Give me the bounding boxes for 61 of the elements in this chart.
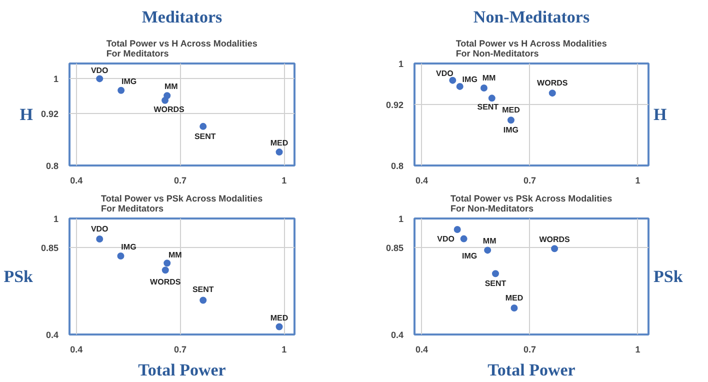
annotation: IMG [462, 74, 478, 84]
annotation: MM [482, 236, 497, 246]
annotation: MM [482, 73, 496, 82]
annotation: MED [270, 138, 288, 148]
x-tick-label: 0.7 [174, 176, 187, 186]
annotation: VDO [436, 68, 454, 78]
x-tick-label: 1 [635, 344, 640, 354]
annotation: MM [164, 82, 178, 92]
y-tick-label: 1 [398, 214, 404, 224]
x-axis-title: Total Power [138, 360, 226, 380]
annotation: MED [502, 106, 520, 115]
annotation: VDO [90, 66, 108, 76]
x-tick-label: 0.4 [70, 176, 83, 186]
y-axis-title: PSk [654, 267, 684, 286]
y-tick-label: 0.85 [40, 243, 59, 253]
annotation: SENT [192, 284, 214, 294]
x-tick-label: 0.7 [523, 344, 536, 354]
annotation: SENT [194, 132, 216, 141]
y-tick-label: 1 [398, 59, 404, 69]
y-tick-label: 0.92 [386, 100, 404, 110]
text: Meditators [142, 8, 223, 26]
annotation: SENT [477, 102, 499, 112]
y-tick-label: 0.85 [386, 243, 404, 253]
y-tick-label: 1 [53, 214, 59, 224]
y-tick-label: 0.8 [390, 161, 404, 171]
annotation: MED [270, 313, 288, 322]
x-tick-label: 0.4 [415, 344, 428, 354]
annotation: MED [505, 294, 524, 303]
x-tick-label: 0.4 [70, 344, 83, 354]
annotation: IMG [503, 126, 519, 135]
x-tick-label: 1 [635, 176, 640, 186]
y-tick-label: 1 [53, 74, 59, 84]
y-axis-title: H [20, 105, 33, 124]
annotation: WORDS [537, 78, 568, 88]
chart-title: Total Power vs PSk Across Modalities For Non-Meditators [450, 194, 612, 214]
annotation: WORDS [150, 278, 182, 287]
annotation: IMG [122, 76, 137, 86]
annotation: SENT [484, 279, 506, 288]
chart-title: Total Power vs PSk Across Modalities For Meditators [101, 194, 263, 214]
x-tick-label: 0.7 [174, 344, 187, 354]
x-tick-label: 0.4 [415, 176, 428, 186]
x-tick-label: 1 [282, 344, 287, 354]
annotation: IMG [462, 252, 478, 261]
annotation: MM [168, 250, 182, 260]
y-tick-label: 0.4 [46, 330, 59, 340]
annotation: WORDS [539, 235, 571, 244]
annotation: VDO [437, 234, 454, 244]
x-tick-label: 0.7 [523, 176, 536, 186]
y-tick-label: 0.4 [390, 330, 404, 340]
annotation: IMG [121, 242, 136, 252]
chart-title: Total Power vs H Across Modalities For Non-Meditators [456, 38, 607, 58]
x-axis-title: Total Power [488, 360, 576, 380]
y-axis-title: PSk [4, 267, 34, 286]
annotation: VDO [90, 224, 108, 234]
y-tick-label: 0.8 [46, 161, 59, 171]
y-axis-title: H [654, 105, 667, 124]
annotation: WORDS [154, 104, 186, 114]
text: Non-Meditators [473, 8, 590, 26]
chart-title: Total Power vs H Across Modalities For Meditators [106, 38, 258, 58]
x-tick-label: 1 [282, 176, 287, 186]
y-tick-label: 0.92 [40, 108, 59, 119]
